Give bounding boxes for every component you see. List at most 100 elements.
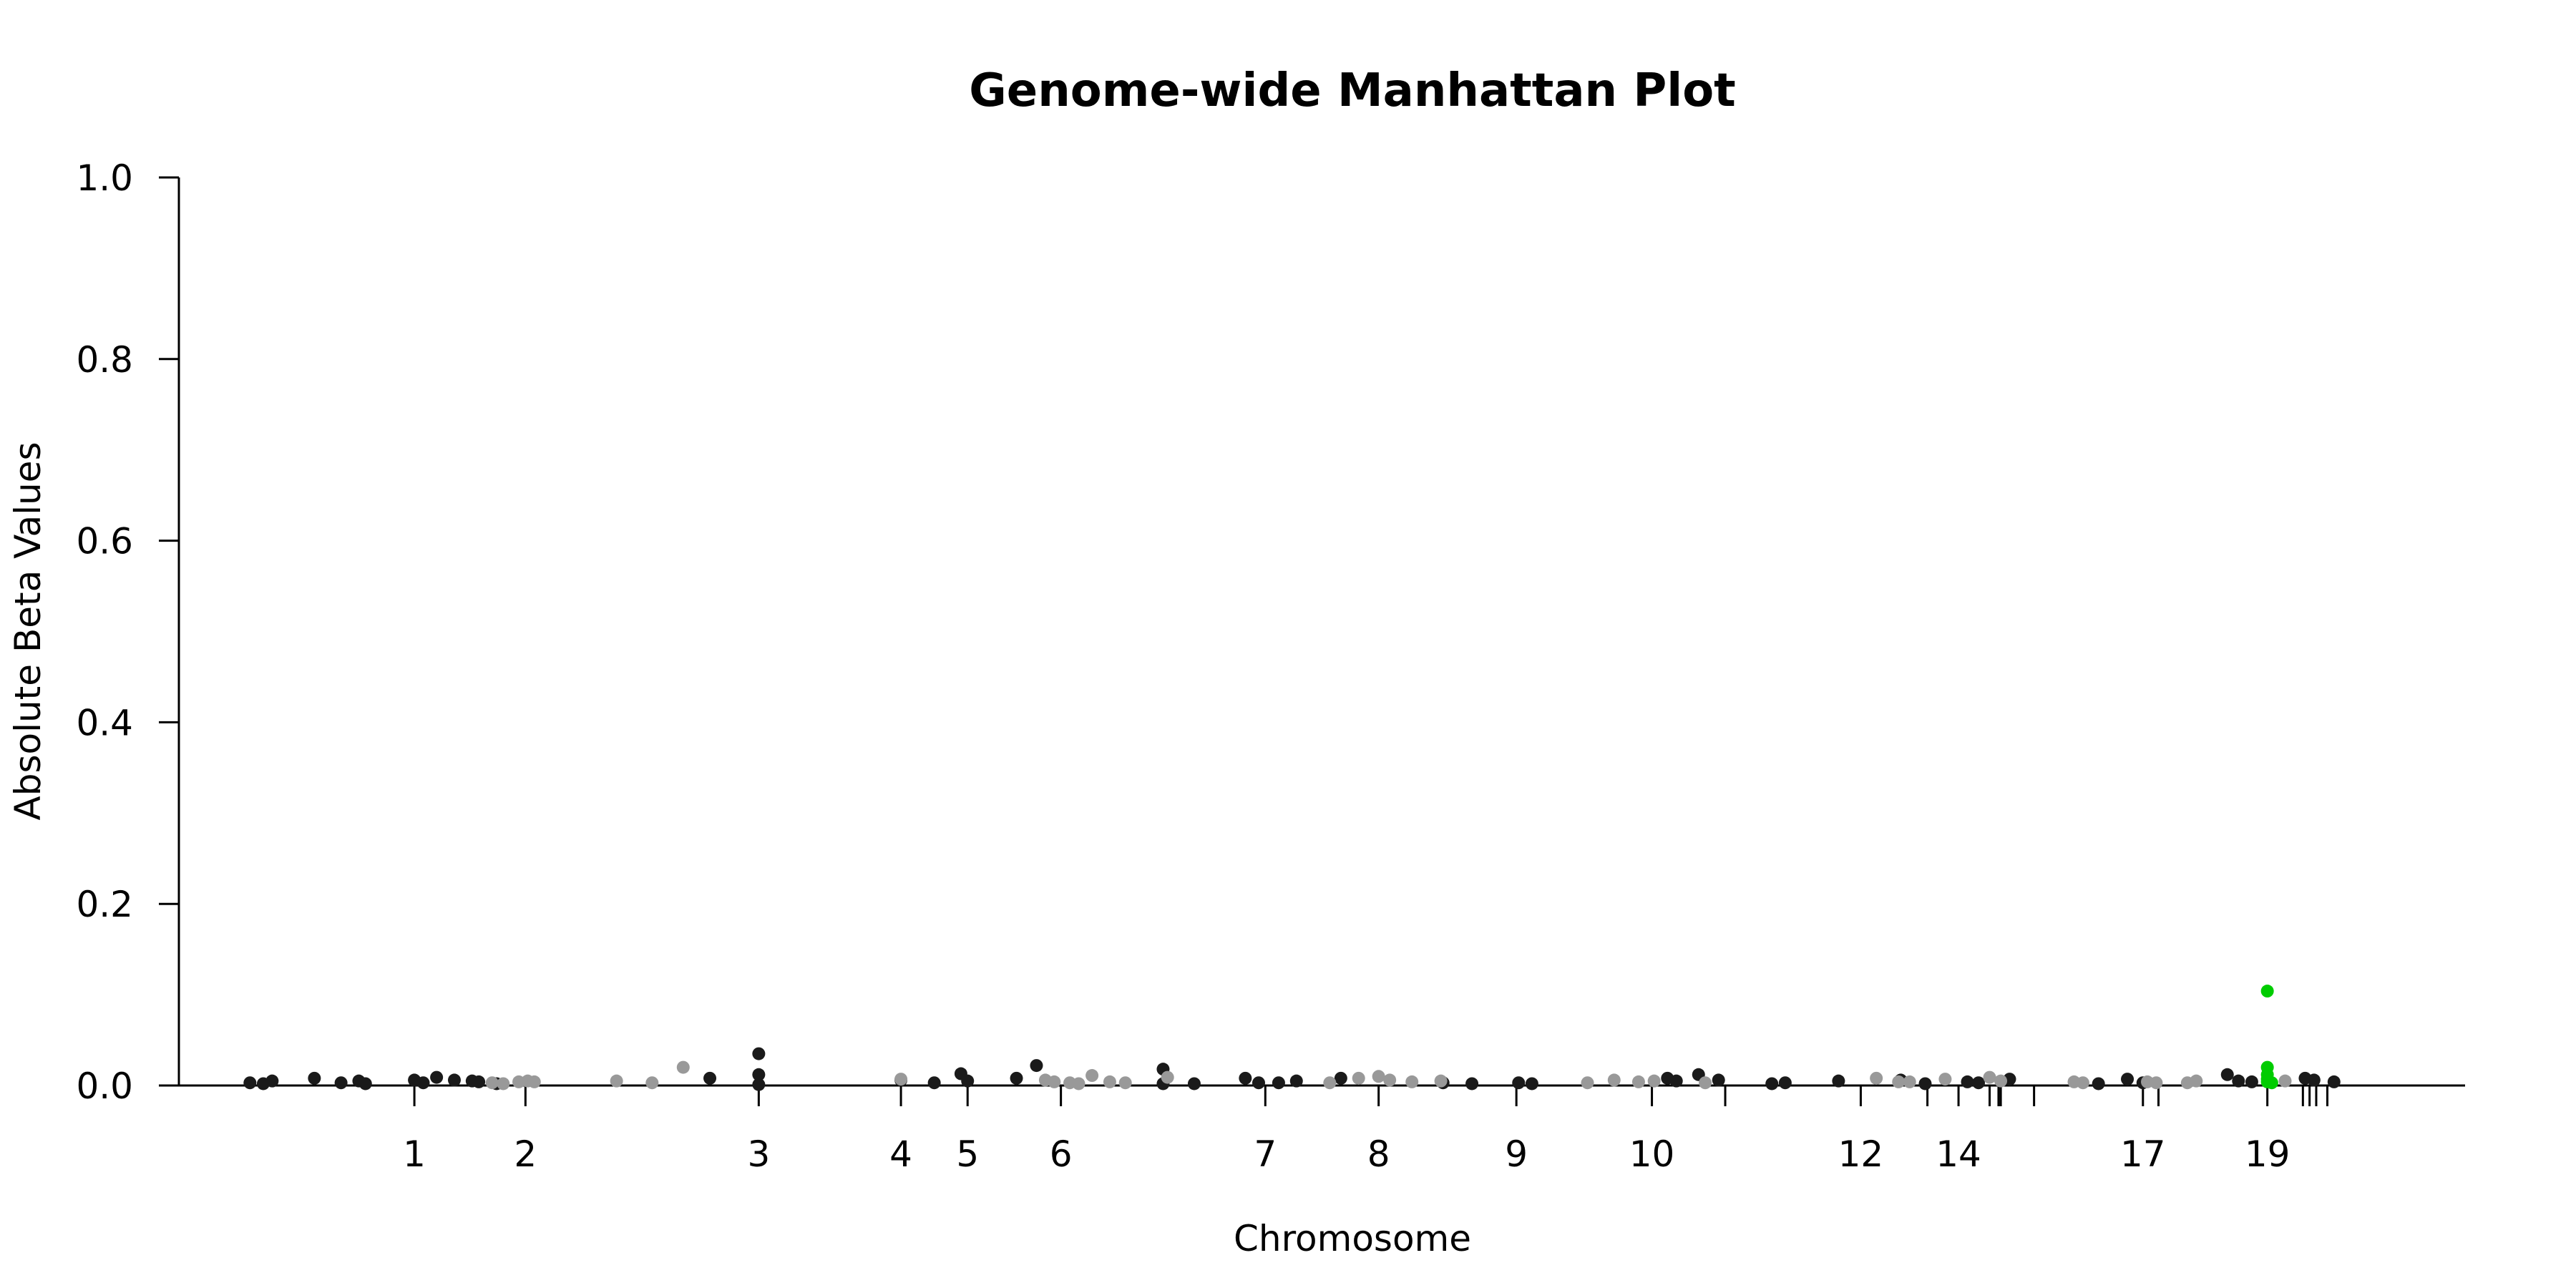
- y-tick-label: 0.2: [76, 884, 133, 925]
- x-tick-label: 1: [403, 1133, 426, 1175]
- data-point: [1512, 1076, 1526, 1090]
- data-point: [752, 1068, 766, 1081]
- data-point: [703, 1071, 717, 1085]
- data-point: [2121, 1073, 2135, 1086]
- x-axis: 1 2 3 4 5 6 7 8 9 10 12 14 17 19: [179, 1084, 2465, 1175]
- data-point: [1048, 1075, 1061, 1088]
- data-point: [1581, 1076, 1594, 1090]
- data-point: [1323, 1076, 1337, 1090]
- data-point: [2278, 1074, 2292, 1088]
- data-point: [2260, 985, 2274, 998]
- data-point: [1669, 1074, 1683, 1088]
- data-point: [1010, 1071, 1023, 1085]
- data-point: [1103, 1075, 1116, 1088]
- data-point: [1272, 1076, 1285, 1090]
- data-point: [1289, 1074, 1303, 1088]
- data-point: [416, 1076, 430, 1090]
- data-point: [358, 1077, 372, 1091]
- data-point: [1918, 1077, 1932, 1091]
- x-tick-label: 4: [889, 1133, 912, 1175]
- chart-title: Genome-wide Manhattan Plot: [969, 64, 1736, 117]
- x-tick-label: 14: [1936, 1133, 1981, 1175]
- data-point: [894, 1073, 908, 1086]
- data-point: [265, 1074, 279, 1088]
- data-point: [1994, 1074, 2008, 1088]
- data-point: [447, 1073, 461, 1087]
- data-point: [1938, 1073, 1952, 1086]
- x-tick-label: 5: [956, 1133, 979, 1175]
- x-tick-label: 12: [1838, 1133, 1884, 1175]
- data-point: [1525, 1077, 1538, 1091]
- data-point: [2327, 1075, 2341, 1088]
- data-point: [1983, 1070, 1996, 1084]
- data-point: [485, 1076, 499, 1090]
- x-tick-label: 9: [1505, 1133, 1528, 1175]
- data-point: [1972, 1076, 1986, 1090]
- x-tick-label: 17: [2120, 1133, 2166, 1175]
- x-tick-label: 7: [1254, 1133, 1277, 1175]
- data-point: [2245, 1075, 2258, 1088]
- y-tick-label: 0.4: [76, 702, 133, 743]
- data-point: [1085, 1069, 1099, 1083]
- data-point: [1647, 1074, 1661, 1088]
- data-point: [2092, 1077, 2105, 1091]
- data-point: [334, 1076, 348, 1090]
- data-point: [2307, 1073, 2321, 1087]
- data-point: [1252, 1076, 1265, 1090]
- data-point: [1832, 1074, 1845, 1088]
- y-tick-label: 0.8: [76, 339, 133, 381]
- x-tick-label: 2: [514, 1133, 537, 1175]
- data-point: [1352, 1071, 1365, 1085]
- data-point: [243, 1076, 257, 1090]
- y-axis-label: Absolute Beta Values: [7, 442, 49, 821]
- data-point: [1072, 1077, 1085, 1091]
- data-point: [752, 1078, 766, 1091]
- data-point: [961, 1074, 975, 1088]
- x-tick-label: 8: [1367, 1133, 1390, 1175]
- data-point: [1161, 1070, 1174, 1084]
- x-tick-label: 10: [1629, 1133, 1675, 1175]
- data-point: [1699, 1076, 1712, 1090]
- y-tick-label: 0.0: [76, 1065, 133, 1107]
- data-point: [1405, 1075, 1419, 1088]
- data-point: [472, 1075, 486, 1088]
- data-point: [1892, 1075, 1906, 1088]
- data-point: [2220, 1068, 2234, 1081]
- data-point: [1712, 1073, 1725, 1087]
- data-point: [1465, 1077, 1479, 1091]
- data-point: [1631, 1075, 1645, 1088]
- data-point: [497, 1077, 510, 1091]
- y-tick-label: 1.0: [76, 157, 133, 199]
- data-point: [752, 1047, 766, 1060]
- data-point: [2232, 1074, 2245, 1088]
- data-point: [1187, 1077, 1201, 1091]
- data-point: [430, 1070, 444, 1084]
- data-point: [1607, 1073, 1621, 1087]
- data-point: [1383, 1073, 1397, 1087]
- data-point: [1118, 1076, 1132, 1090]
- data-point: [676, 1060, 690, 1074]
- data-point: [2150, 1076, 2163, 1090]
- data-point: [1239, 1071, 1252, 1085]
- data-point: [2076, 1076, 2089, 1090]
- x-tick-label: 6: [1050, 1133, 1073, 1175]
- data-point: [645, 1076, 659, 1090]
- data-point: [1765, 1077, 1779, 1091]
- x-axis-label: Chromosome: [1234, 1218, 1471, 1259]
- data-points: [243, 985, 2341, 1091]
- data-point: [2265, 1076, 2278, 1090]
- data-point: [1870, 1071, 1883, 1085]
- data-point: [527, 1075, 541, 1088]
- data-point: [1030, 1059, 1043, 1073]
- data-point: [610, 1074, 623, 1088]
- data-point: [1778, 1076, 1792, 1090]
- data-point: [2190, 1074, 2203, 1088]
- y-tick-label: 0.6: [76, 521, 133, 562]
- data-point: [308, 1071, 321, 1085]
- data-point: [1372, 1070, 1385, 1083]
- x-tick-label: 3: [747, 1133, 770, 1175]
- data-point: [1961, 1075, 1974, 1088]
- data-point: [1334, 1071, 1347, 1085]
- y-axis: 0.0 0.2 0.4 0.6 0.8 1.0: [76, 157, 180, 1107]
